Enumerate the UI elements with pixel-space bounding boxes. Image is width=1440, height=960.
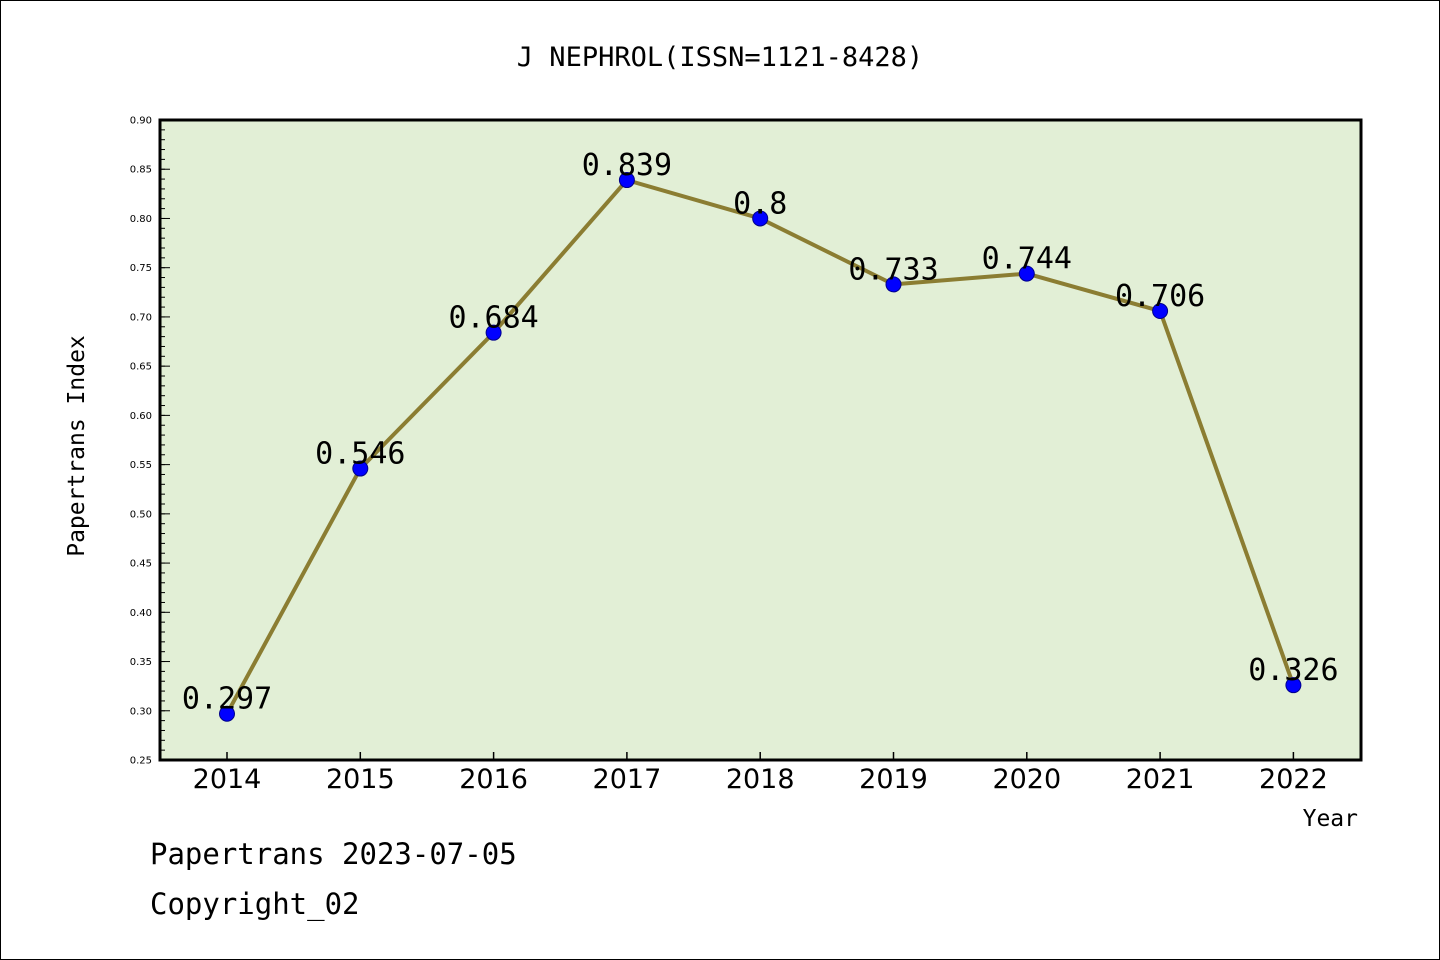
series-line-group (219, 172, 1302, 722)
y-tick-label: 0.55 (130, 460, 152, 471)
x-tick-label: 2017 (593, 764, 662, 795)
data-label: 0.546 (315, 437, 405, 472)
y-tick-label: 0.60 (130, 411, 152, 422)
data-label: 0.297 (182, 682, 272, 717)
x-tick-label: 2016 (459, 764, 528, 795)
x-tick-label: 2020 (992, 764, 1061, 795)
x-axis-label: Year (1303, 806, 1358, 832)
y-tick-label: 0.30 (130, 706, 152, 717)
data-label-group: 0.297 0.546 0.684 0.839 0.8 0.733 0.744 0.706 0.… (182, 148, 1339, 717)
y-tick-label: 0.25 (130, 756, 152, 767)
x-tick-label: 2018 (726, 764, 795, 795)
x-tick-label: 2021 (1126, 764, 1195, 795)
data-point (352, 460, 369, 477)
data-label: 0.706 (1115, 279, 1205, 314)
y-tick-label: 0.80 (130, 214, 152, 225)
x-tick-label: 2022 (1259, 764, 1328, 795)
y-tick-label: 0.85 (130, 165, 152, 176)
y-tick-label: 0.50 (130, 509, 152, 520)
y-tick-label: 0.90 (130, 116, 152, 127)
x-tick-label: 2015 (326, 764, 395, 795)
data-point (885, 276, 902, 293)
data-point (1018, 265, 1035, 282)
data-point (752, 210, 769, 227)
y-tick-label: 0.35 (130, 657, 152, 668)
y-tick-label: 0.65 (130, 362, 152, 373)
x-tick-label: 2019 (859, 764, 928, 795)
data-label: 0.744 (982, 242, 1072, 277)
footer-copyright: Copyright_02 (150, 887, 360, 922)
data-label: 0.8 (733, 186, 787, 221)
chart-title: J NEPHROL(ISSN=1121-8428) (517, 42, 923, 73)
y-axis: 0.25 0.30 0.35 0.40 0.45 0.50 0.55 0.60 0.65 0.70… (130, 116, 170, 767)
data-point (1285, 677, 1302, 694)
y-axis-label: Papertrans Index (64, 335, 90, 557)
data-label: 0.733 (848, 252, 938, 287)
x-tick-label: 2014 (193, 764, 262, 795)
footer-date: Papertrans 2023-07-05 (150, 837, 517, 871)
y-tick-label: 0.70 (130, 312, 152, 323)
x-axis: 2014 2015 2016 2017 2018 2019 2020 2021 2022 (193, 752, 1328, 795)
data-point (485, 324, 502, 341)
data-point (618, 172, 635, 189)
data-point (1152, 303, 1169, 320)
data-label: 0.684 (448, 301, 538, 336)
data-label: 0.839 (582, 148, 672, 183)
data-point (219, 705, 235, 722)
y-tick-label: 0.75 (130, 263, 152, 274)
y-tick-label: 0.40 (130, 608, 152, 619)
plot-area (158, 118, 1363, 762)
data-label: 0.326 (1248, 653, 1338, 688)
y-tick-label: 0.45 (130, 559, 152, 570)
